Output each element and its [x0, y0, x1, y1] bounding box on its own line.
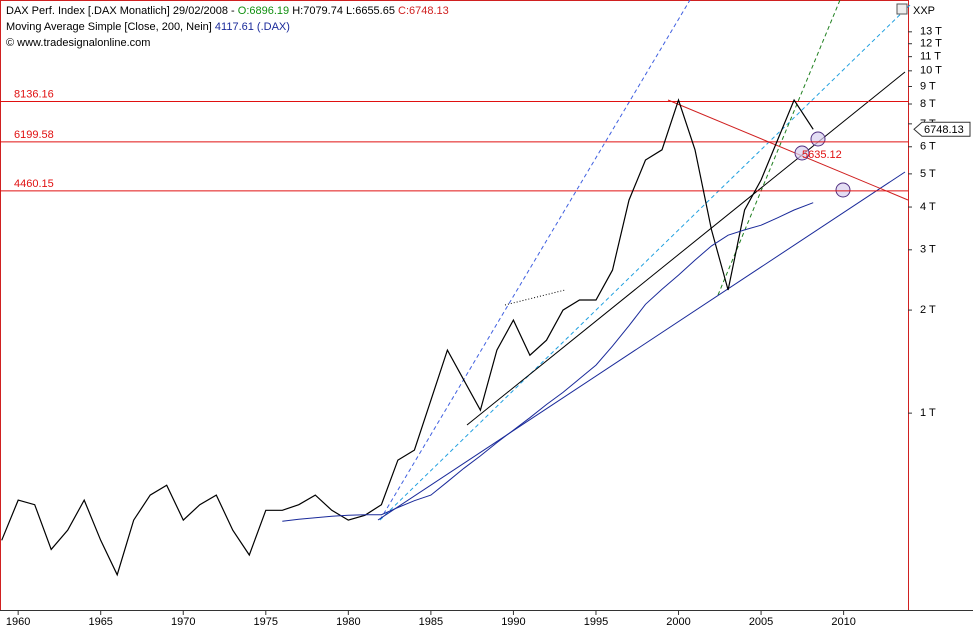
- y-tick-label: 4 T: [920, 201, 936, 213]
- y-tick-label: 2 T: [920, 304, 936, 316]
- trend-line: [667, 99, 909, 201]
- x-tick-label: 1990: [501, 616, 525, 628]
- level-label: 4460.15: [14, 178, 54, 190]
- y-tick-label: 3 T: [920, 244, 936, 256]
- x-tick-label: 1970: [171, 616, 195, 628]
- y-tick-label: 5 T: [920, 168, 936, 180]
- markers: [794, 131, 851, 198]
- ohlc-high: H:7079.74: [292, 5, 343, 17]
- trend-line: [466, 71, 906, 426]
- series-line: [282, 202, 814, 522]
- symbol: XXP: [913, 5, 935, 17]
- y-tick-label: 8 T: [920, 98, 936, 110]
- x-tick-label: 1975: [254, 616, 278, 628]
- x-tick-label: 1960: [6, 616, 30, 628]
- price-tag: [913, 121, 971, 137]
- trend-line: [377, 171, 906, 521]
- marker-circle: [810, 131, 826, 147]
- ohlc-close: C:6748.13: [398, 5, 449, 17]
- x-tick-label: 1985: [419, 616, 443, 628]
- x-tick-label: 1995: [584, 616, 608, 628]
- y-tick-label: 11 T: [920, 51, 941, 63]
- trend-line: [504, 289, 566, 306]
- trend-line: [717, 0, 841, 296]
- y-tick-label: 10 T: [920, 65, 942, 77]
- x-tick-label: 2010: [831, 616, 855, 628]
- x-tick-label: 1980: [336, 616, 360, 628]
- source: © www.tradesignalonline.com: [6, 37, 150, 49]
- y-tick-label: 12 T: [920, 38, 942, 50]
- ohlc-open: O:6896.19: [238, 5, 289, 17]
- series-line: [1, 98, 814, 577]
- close-button[interactable]: [896, 3, 908, 15]
- marker-circle: [794, 145, 810, 161]
- series-name: Moving Average Simple [Close, 200, Nein]: [6, 21, 212, 33]
- annotation: 5635.12: [802, 149, 842, 161]
- y-tick-label: 6 T: [920, 141, 936, 153]
- header-line-2: Moving Average Simple [Close, 200, Nein]…: [6, 21, 290, 33]
- x-tick-label: 2000: [666, 616, 690, 628]
- level-label: 6199.58: [14, 129, 54, 141]
- y-tick-label: 13 T: [920, 26, 942, 38]
- trend-line: [379, 0, 691, 521]
- marker-circle: [835, 182, 851, 198]
- y-tick-label: 1 T: [920, 407, 936, 419]
- level-label: 8136.16: [14, 88, 54, 100]
- date: 29/02/2008 -: [173, 5, 235, 17]
- header-line-1: DAX Perf. Index [.DAX Monatlich] 29/02/2…: [6, 5, 449, 17]
- ma-last: 4117.61 (.DAX): [215, 21, 290, 33]
- x-tick-label: 2005: [749, 616, 773, 628]
- x-tick-label: 1965: [88, 616, 112, 628]
- y-tick-label: 9 T: [920, 80, 936, 92]
- ohlc-low: L:6655.65: [346, 5, 395, 17]
- trend-lines: [377, 0, 911, 521]
- price-tag-label: 6748.13: [924, 124, 964, 136]
- series-name: DAX Perf. Index [.DAX Monatlich]: [6, 5, 170, 17]
